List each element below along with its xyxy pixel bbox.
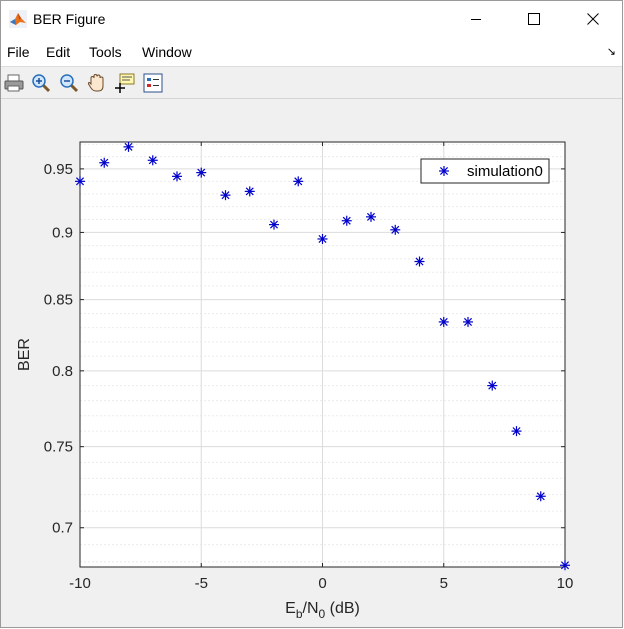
- menu-window[interactable]: Window: [142, 44, 192, 60]
- data-point: [341, 215, 352, 226]
- print-icon[interactable]: [2, 72, 26, 94]
- toolbar: [1, 67, 622, 99]
- data-point: [560, 560, 570, 571]
- x-tick-label: -10: [69, 575, 91, 592]
- maximize-icon: [528, 13, 540, 25]
- legend-toggle-icon[interactable]: [141, 72, 165, 94]
- y-tick-label: 0.9: [52, 224, 73, 241]
- window-title: BER Figure: [33, 11, 106, 27]
- minimize-icon: [471, 19, 481, 20]
- data-point: [535, 491, 546, 502]
- data-point: [75, 176, 85, 187]
- legend-label: simulation0: [467, 163, 543, 180]
- figure-area: -10 -5 0 5 10 0.7 0.75 0.8 0.85 0.9 0.95 BER Eb/N0 (…: [1, 99, 623, 628]
- x-axis-label: Eb/N0 (dB): [285, 600, 360, 621]
- menu-edit[interactable]: Edit: [46, 44, 71, 60]
- y-tick-label: 0.95: [44, 161, 73, 178]
- data-point: [511, 426, 522, 437]
- legend-marker: [439, 166, 449, 176]
- data-point: [366, 211, 376, 222]
- data-point: [269, 219, 279, 230]
- menu-tools[interactable]: Tools: [89, 44, 122, 60]
- x-tick-label: 0: [318, 575, 326, 592]
- data-point: [390, 224, 401, 235]
- x-tick-label: -5: [195, 575, 208, 592]
- y-tick-label: 0.8: [52, 363, 73, 380]
- menu-bar: File Edit Tools Window: [1, 37, 622, 67]
- data-point: [172, 171, 182, 182]
- data-point: [293, 176, 304, 187]
- data-point: [147, 155, 158, 166]
- maximize-button[interactable]: [511, 1, 557, 37]
- plot-svg[interactable]: -10 -5 0 5 10 0.7 0.75 0.8 0.85 0.9 0.95 BER Eb/N0 (…: [1, 99, 623, 628]
- data-point: [463, 316, 473, 327]
- zoom-out-icon[interactable]: [57, 72, 81, 94]
- y-tick-label: 0.7: [52, 520, 73, 537]
- data-point: [438, 316, 449, 327]
- menu-file[interactable]: File: [7, 44, 30, 60]
- data-point: [196, 167, 207, 178]
- dock-arrow-icon[interactable]: ↘: [606, 46, 616, 58]
- matlab-icon: [9, 10, 27, 28]
- minimize-button[interactable]: [453, 1, 499, 37]
- pan-hand-icon[interactable]: [85, 72, 109, 94]
- data-point: [99, 157, 110, 168]
- data-point: [487, 380, 498, 391]
- data-cursor-icon[interactable]: [113, 72, 137, 94]
- zoom-in-icon[interactable]: [29, 72, 53, 94]
- x-tick-label: 10: [557, 575, 574, 592]
- data-point: [220, 190, 231, 201]
- close-button[interactable]: [570, 1, 616, 37]
- close-icon: [587, 13, 599, 25]
- data-point: [244, 186, 255, 197]
- y-tick-label: 0.85: [44, 292, 73, 309]
- data-point: [414, 256, 425, 267]
- y-tick-label: 0.75: [44, 439, 73, 456]
- title-bar: BER Figure: [1, 1, 622, 37]
- data-point: [317, 233, 328, 244]
- data-point: [123, 141, 134, 152]
- y-axis-label: BER: [16, 338, 33, 371]
- x-tick-label: 5: [440, 575, 448, 592]
